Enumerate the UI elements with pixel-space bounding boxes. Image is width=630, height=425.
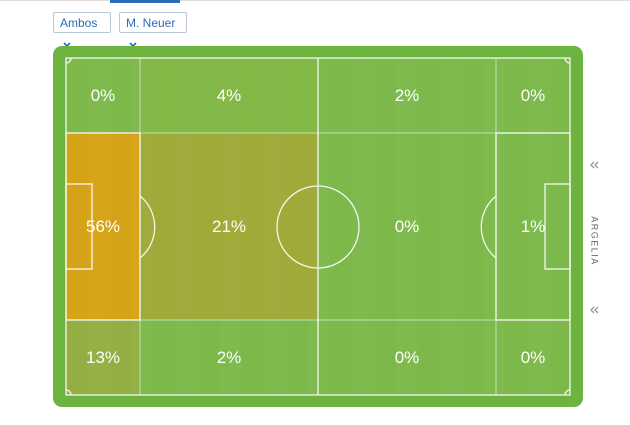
- stripe: [220, 58, 242, 395]
- pitch: [53, 46, 583, 407]
- zone: [496, 320, 570, 395]
- zone: [140, 58, 318, 133]
- zone: [496, 58, 570, 133]
- zone-label: 0%: [395, 348, 420, 367]
- stripes: [88, 58, 550, 395]
- top-rule: [0, 0, 630, 1]
- zone-label: 21%: [212, 217, 246, 236]
- stripe: [396, 58, 418, 395]
- zone: [496, 133, 570, 320]
- zone: [66, 58, 140, 133]
- stripe: [132, 58, 154, 395]
- zone-label: 1%: [521, 217, 546, 236]
- stripe: [264, 58, 286, 395]
- zone-label: 2%: [217, 348, 242, 367]
- stripe: [352, 58, 374, 395]
- zone: [66, 133, 140, 320]
- dropdown-label: Ambos: [60, 16, 98, 30]
- stripe: [308, 58, 330, 395]
- dropdown[interactable]: M. Neuer: [119, 12, 187, 47]
- stripe: [484, 58, 506, 395]
- zone-label: 4%: [217, 86, 242, 105]
- caret: [63, 42, 71, 47]
- pitch-lines: [65, 57, 571, 396]
- collapse-arrows: [590, 161, 599, 314]
- stripe: [440, 58, 462, 395]
- zone-label: 0%: [521, 348, 546, 367]
- zone-lines: [66, 58, 570, 395]
- zone-label: 0%: [521, 86, 546, 105]
- side-label: ARGELIA: [590, 216, 600, 266]
- zone: [318, 133, 496, 320]
- zone: [318, 320, 496, 395]
- zone: [140, 133, 318, 320]
- dropdown[interactable]: Ambos: [53, 12, 111, 47]
- zones: 0% 4% 2% 0% 56% 21% 0% 1% 13% 2% 0% 0%: [66, 58, 570, 395]
- zone-label: 13%: [86, 348, 120, 367]
- stripe: [88, 58, 110, 395]
- stripe: [528, 58, 550, 395]
- dropdown-label: M. Neuer: [126, 16, 176, 30]
- zone: [318, 58, 496, 133]
- zone-label: 0%: [395, 217, 420, 236]
- zone-label: 0%: [91, 86, 116, 105]
- zone: [140, 320, 318, 395]
- caret: [129, 42, 137, 47]
- tab-indicator: [110, 0, 180, 3]
- stripe: [176, 58, 198, 395]
- zone-label: 56%: [86, 217, 120, 236]
- zone-label: 2%: [395, 86, 420, 105]
- zone: [66, 320, 140, 395]
